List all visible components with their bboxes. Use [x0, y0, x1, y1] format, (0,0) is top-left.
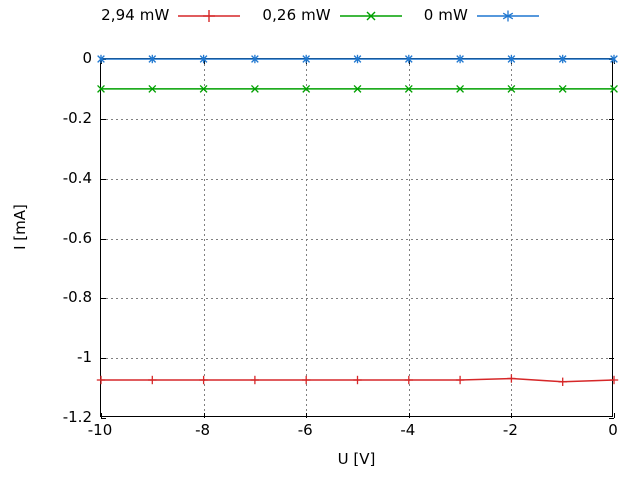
marker-cross	[507, 85, 516, 93]
marker-asterisk	[251, 55, 259, 63]
marker-asterisk	[148, 55, 157, 63]
marker-asterisk	[456, 55, 464, 63]
y-axis-title: I [mA]	[11, 204, 29, 250]
legend-entry-2: 0 mW	[424, 6, 539, 24]
x-tick-label: -4	[400, 421, 416, 439]
marker-asterisk	[199, 55, 208, 63]
marker-cross	[199, 85, 208, 93]
y-tick-label: -0.8	[62, 288, 92, 307]
series-1	[97, 85, 618, 93]
marker-asterisk	[558, 55, 567, 63]
x-tick-label: -10	[87, 421, 113, 439]
marker-asterisk	[404, 55, 413, 63]
legend-label-2: 0 mW	[423, 6, 468, 24]
y-tick-label: -0.4	[62, 168, 92, 187]
x-tick-label: -2	[502, 421, 518, 439]
y-axis-tick-labels: 0 -0.2 -0.4 -0.6 -0.8 -1 -1.2	[20, 49, 92, 426]
legend-key-green-cross	[339, 8, 402, 22]
marker-asterisk	[302, 55, 311, 63]
legend-label-0: 2,94 mW	[101, 6, 170, 24]
marker-cross	[610, 85, 618, 93]
x-axis-tick-labels: -10 -8 -6 -4 -2 0	[88, 421, 618, 443]
series-2	[97, 54, 618, 64]
marker-cross	[353, 85, 362, 93]
chart-legend: 2,94 mW 0,26 mW 0 mW	[0, 0, 640, 30]
x-tick-label: -8	[195, 421, 211, 439]
x-tick-label: 0	[608, 421, 618, 439]
x-tick-label: -6	[297, 421, 313, 439]
marker-asterisk	[97, 55, 105, 63]
legend-key-blue-asterisk	[476, 8, 539, 22]
axis-ticks	[101, 59, 615, 419]
legend-label-1: 0,26 mW	[262, 6, 331, 24]
y-tick-label: -1.2	[62, 408, 92, 426]
marker-asterisk	[353, 55, 362, 63]
y-tick-label: -1	[77, 348, 92, 367]
marker-asterisk	[507, 55, 516, 63]
legend-key-red-plus	[178, 8, 241, 22]
marker-cross	[302, 85, 311, 93]
marker-cross	[404, 85, 413, 93]
y-tick-label: -0.6	[62, 228, 92, 247]
legend-entry-1: 0,26 mW	[262, 6, 402, 24]
series-0	[96, 374, 619, 387]
gridlines	[101, 59, 614, 418]
y-tick-label: -0.2	[62, 108, 92, 127]
legend-entry-0: 2,94 mW	[101, 6, 241, 24]
y-tick-label: 0	[82, 49, 92, 67]
marker-cross	[250, 85, 259, 93]
plot-canvas	[96, 54, 619, 419]
marker-cross	[558, 85, 567, 93]
marker-cross	[97, 85, 105, 93]
x-axis-title: U [V]	[337, 450, 376, 468]
marker-asterisk	[610, 55, 618, 63]
marker-cross	[456, 85, 465, 93]
marker-cross	[148, 85, 157, 93]
plot-area	[96, 54, 619, 419]
